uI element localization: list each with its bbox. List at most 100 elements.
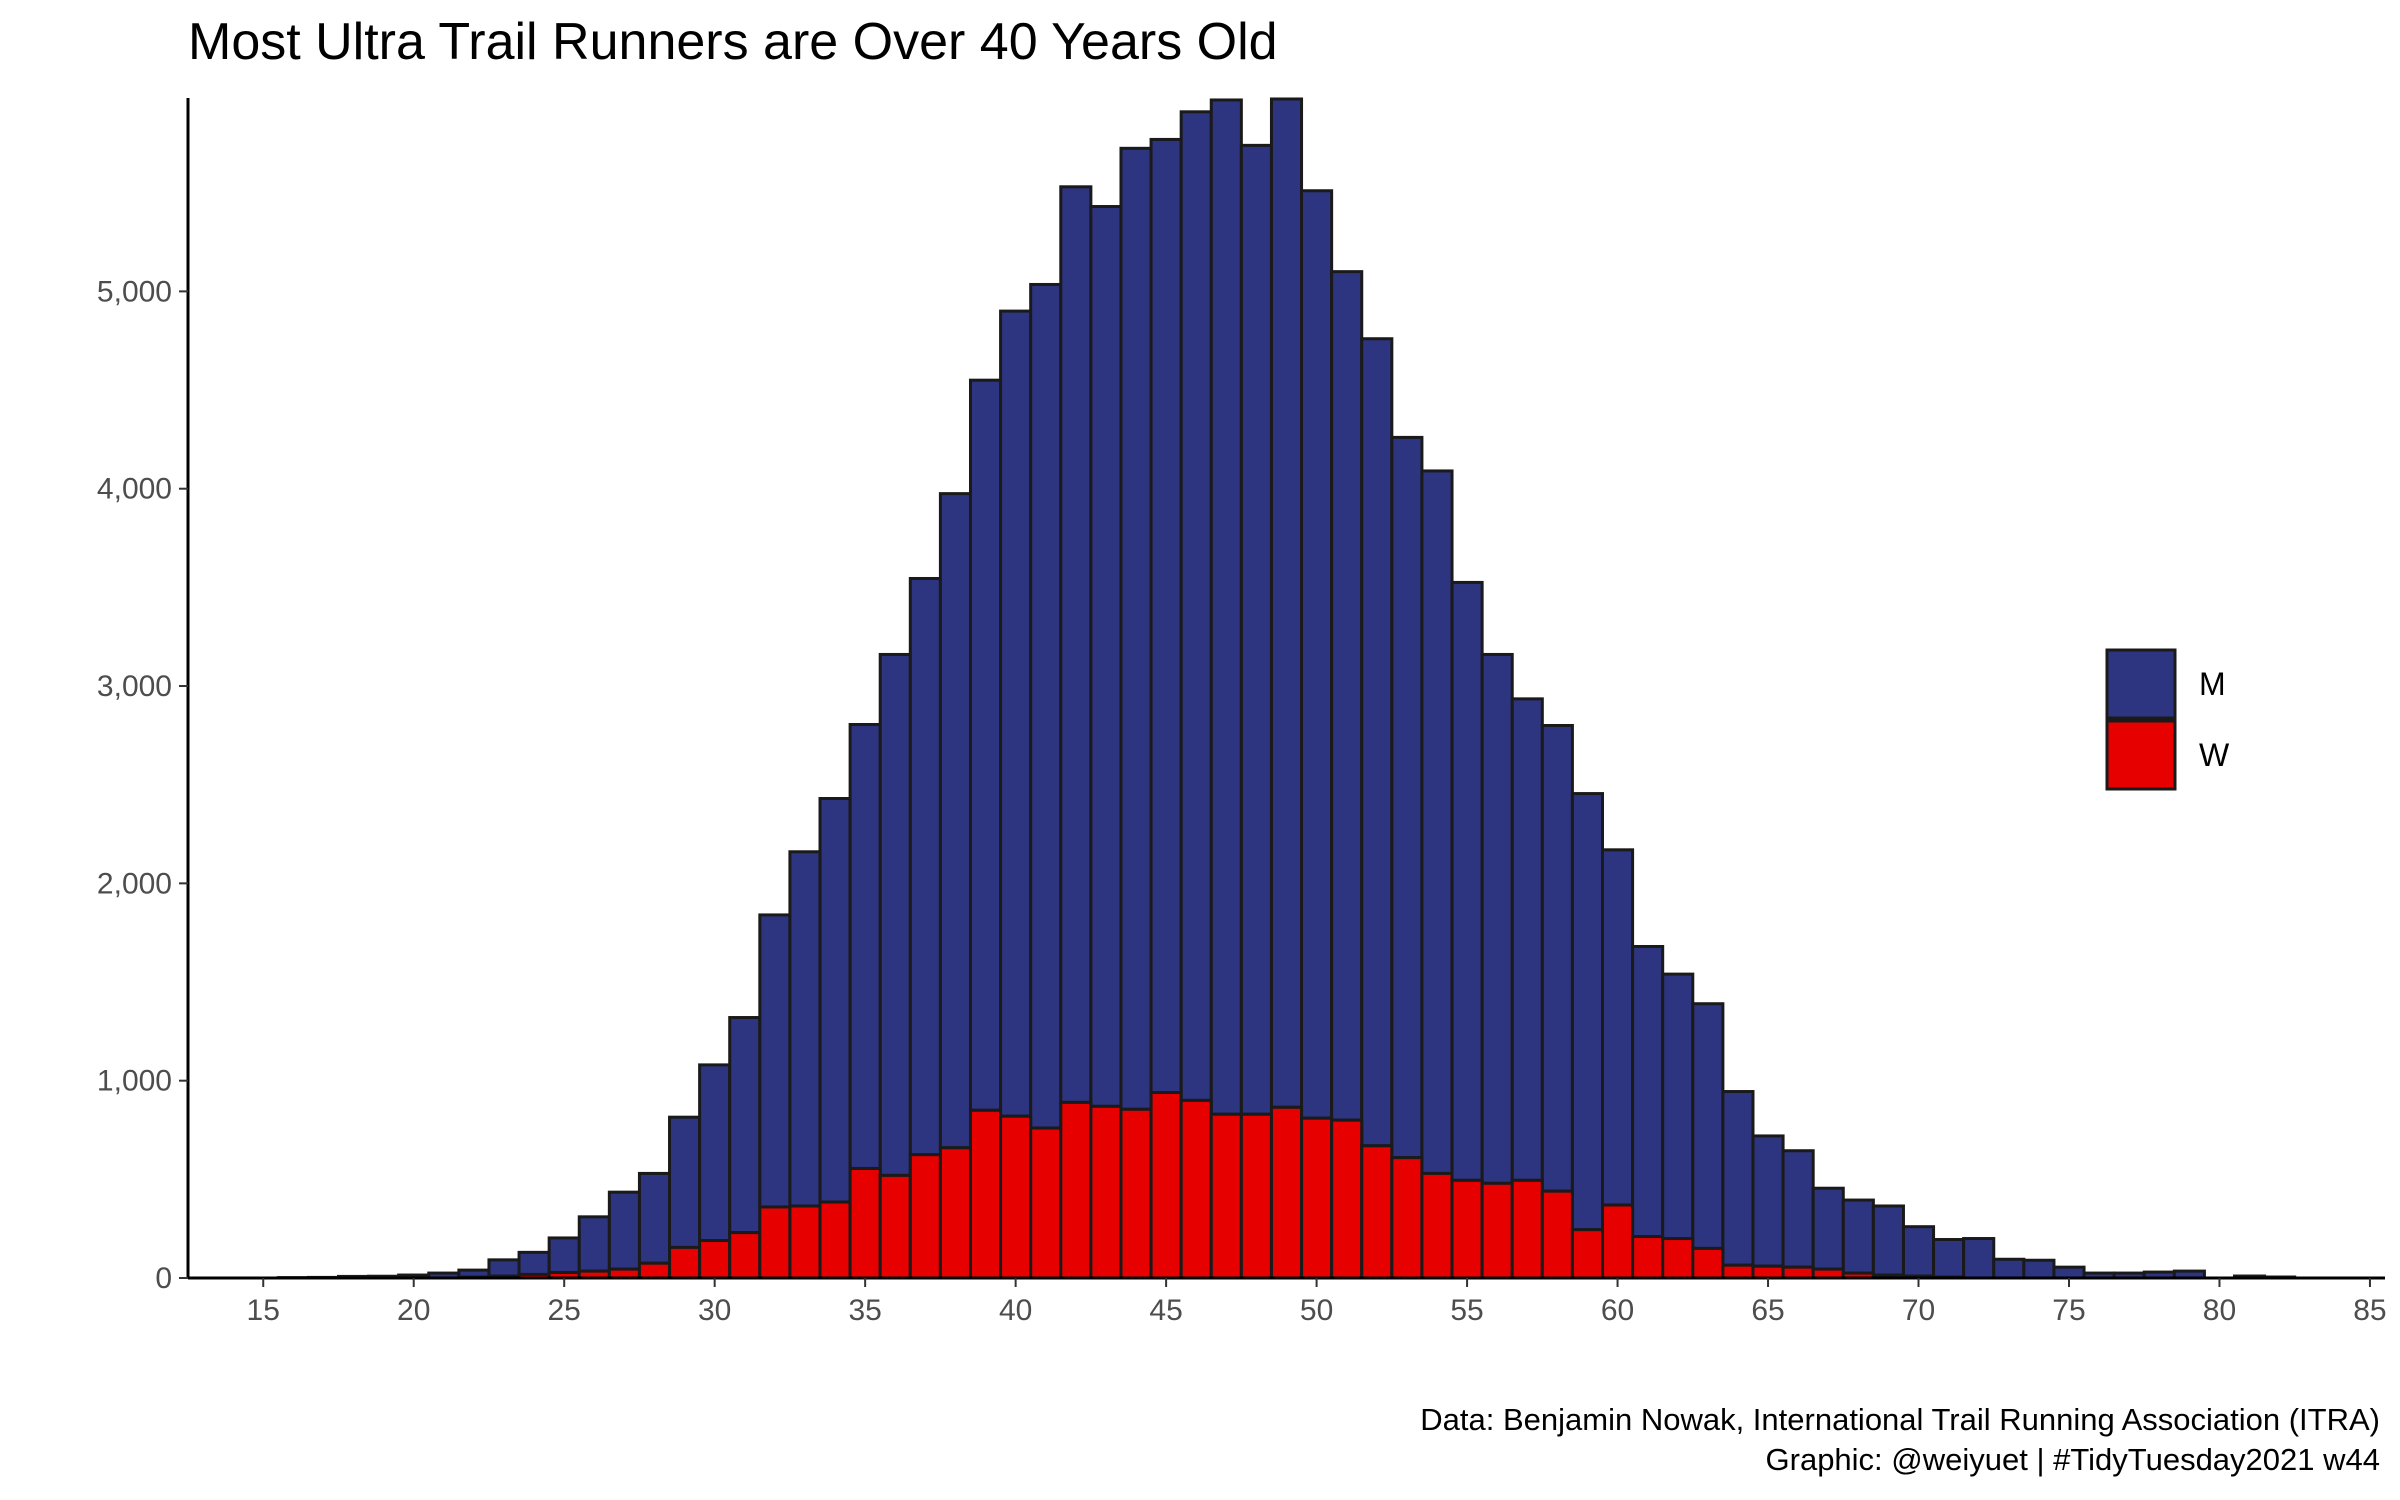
bar-w-age-66 [1781,1265,1815,1280]
bar-m-age-45 [1149,137,1183,1095]
bar-m-age-67 [1811,1186,1845,1271]
bar-m-age-24 [517,1250,551,1276]
y-tick-label: 2,000 [97,867,172,900]
bar-m-age-28 [637,1171,672,1265]
bar-w-age-31 [728,1231,762,1280]
bar-m-age-25 [547,1236,581,1274]
bar-w-age-64 [1721,1263,1755,1280]
bar-w-age-33 [788,1204,822,1280]
bar-m-age-64 [1721,1090,1755,1267]
bar-m-age-54 [1420,469,1454,1175]
bar-w-age-56 [1480,1181,1514,1280]
bar-m-age-70 [1901,1225,1936,1278]
x-tick-label: 45 [1149,1294,1182,1327]
x-tick-label: 20 [397,1294,430,1327]
bar-m-age-50 [1300,189,1334,1120]
bar-m-age-44 [1119,146,1153,1111]
series-m-bars [276,97,2297,1280]
bar-m-age-56 [1480,652,1514,1185]
bar-w-age-55 [1450,1178,1484,1280]
y-tick-label: 3,000 [97,670,172,703]
bar-m-age-36 [878,652,912,1177]
bar-w-age-60 [1601,1203,1635,1280]
bar-w-age-34 [818,1200,852,1280]
bar-m-age-30 [698,1063,732,1243]
bar-m-age-75 [2052,1265,2086,1280]
bar-w-age-58 [1540,1189,1574,1280]
bar-m-age-62 [1661,972,1695,1241]
bar-m-age-40 [999,309,1033,1118]
bar-w-age-43 [1089,1104,1123,1280]
bar-m-age-51 [1330,270,1364,1122]
bar-w-age-52 [1360,1144,1394,1280]
bar-m-age-32 [758,913,792,1209]
x-tick-label: 65 [1751,1294,1784,1327]
bar-m-age-74 [2022,1258,2056,1280]
bar-w-age-40 [999,1114,1033,1280]
bar-w-age-41 [1029,1126,1063,1280]
bar-m-age-38 [938,492,972,1150]
x-tick-label: 25 [548,1294,581,1327]
bar-w-age-44 [1119,1107,1153,1280]
x-tick-label: 85 [2353,1294,2386,1327]
bar-w-age-53 [1390,1156,1424,1280]
bar-w-age-29 [668,1245,702,1280]
bar-w-age-28 [637,1261,672,1280]
bar-w-age-32 [758,1205,792,1280]
legend-label-m: M [2199,666,2226,702]
x-tick-label: 30 [698,1294,731,1327]
bar-m-age-55 [1450,580,1484,1182]
bar-m-age-59 [1570,792,1605,1232]
bar-m-age-34 [818,797,852,1204]
bar-m-age-65 [1751,1134,1785,1268]
legend-swatch-m [2105,648,2177,720]
bar-w-age-59 [1570,1228,1605,1280]
bar-w-age-37 [908,1153,942,1280]
x-tick-label: 50 [1300,1294,1333,1327]
bar-m-age-48 [1239,143,1273,1116]
bar-m-age-49 [1269,97,1304,1109]
bar-m-age-27 [607,1190,641,1271]
bar-w-age-49 [1269,1105,1304,1280]
legend-swatch-w [2105,719,2177,791]
bar-m-age-33 [788,850,822,1208]
bar-m-age-60 [1601,848,1635,1207]
x-tick-label: 70 [1902,1294,1935,1327]
bar-w-age-47 [1209,1112,1243,1280]
bar-m-age-58 [1540,723,1574,1193]
legend-label-w: W [2199,737,2230,773]
x-tick-label: 60 [1601,1294,1634,1327]
bar-m-age-37 [908,576,942,1157]
bar-m-age-66 [1781,1149,1815,1269]
chart-title: Most Ultra Trail Runners are Over 40 Yea… [188,13,1278,71]
bar-m-age-23 [487,1258,521,1278]
bar-m-age-26 [577,1215,611,1273]
bar-m-age-71 [1932,1238,1966,1279]
bar-w-age-65 [1751,1264,1785,1280]
legend: MW [2105,648,2230,791]
bar-m-age-47 [1209,98,1243,1116]
x-tick-label: 35 [848,1294,881,1327]
x-tick-label: 75 [2052,1294,2085,1327]
bar-m-age-46 [1179,110,1213,1102]
axes: 0 1,000 2,000 3,000 4,000 5,000 15 20 25 30 35 40 45… [97,98,2387,1327]
y-tick-label: 0 [155,1262,172,1295]
bar-m-age-57 [1510,697,1544,1182]
bar-m-age-31 [728,1016,762,1235]
bar-w-age-30 [698,1239,732,1280]
x-tick-label: 40 [999,1294,1032,1327]
bar-m-age-61 [1631,944,1665,1239]
bar-w-age-42 [1059,1100,1093,1280]
bar-m-age-53 [1390,435,1424,1160]
bar-w-age-38 [938,1146,972,1280]
y-tick-label: 5,000 [97,275,172,308]
bar-w-age-57 [1510,1178,1544,1280]
bar-m-age-68 [1841,1198,1875,1275]
bar-m-age-42 [1059,185,1093,1104]
bar-w-age-39 [968,1108,1003,1280]
x-tick-label: 80 [2203,1294,2236,1327]
caption-graphic-credit: Graphic: @weiyuet | #TidyTuesday2021 w44 [1765,1442,2380,1477]
bar-w-age-51 [1330,1118,1364,1280]
bar-m-age-63 [1691,1002,1725,1250]
